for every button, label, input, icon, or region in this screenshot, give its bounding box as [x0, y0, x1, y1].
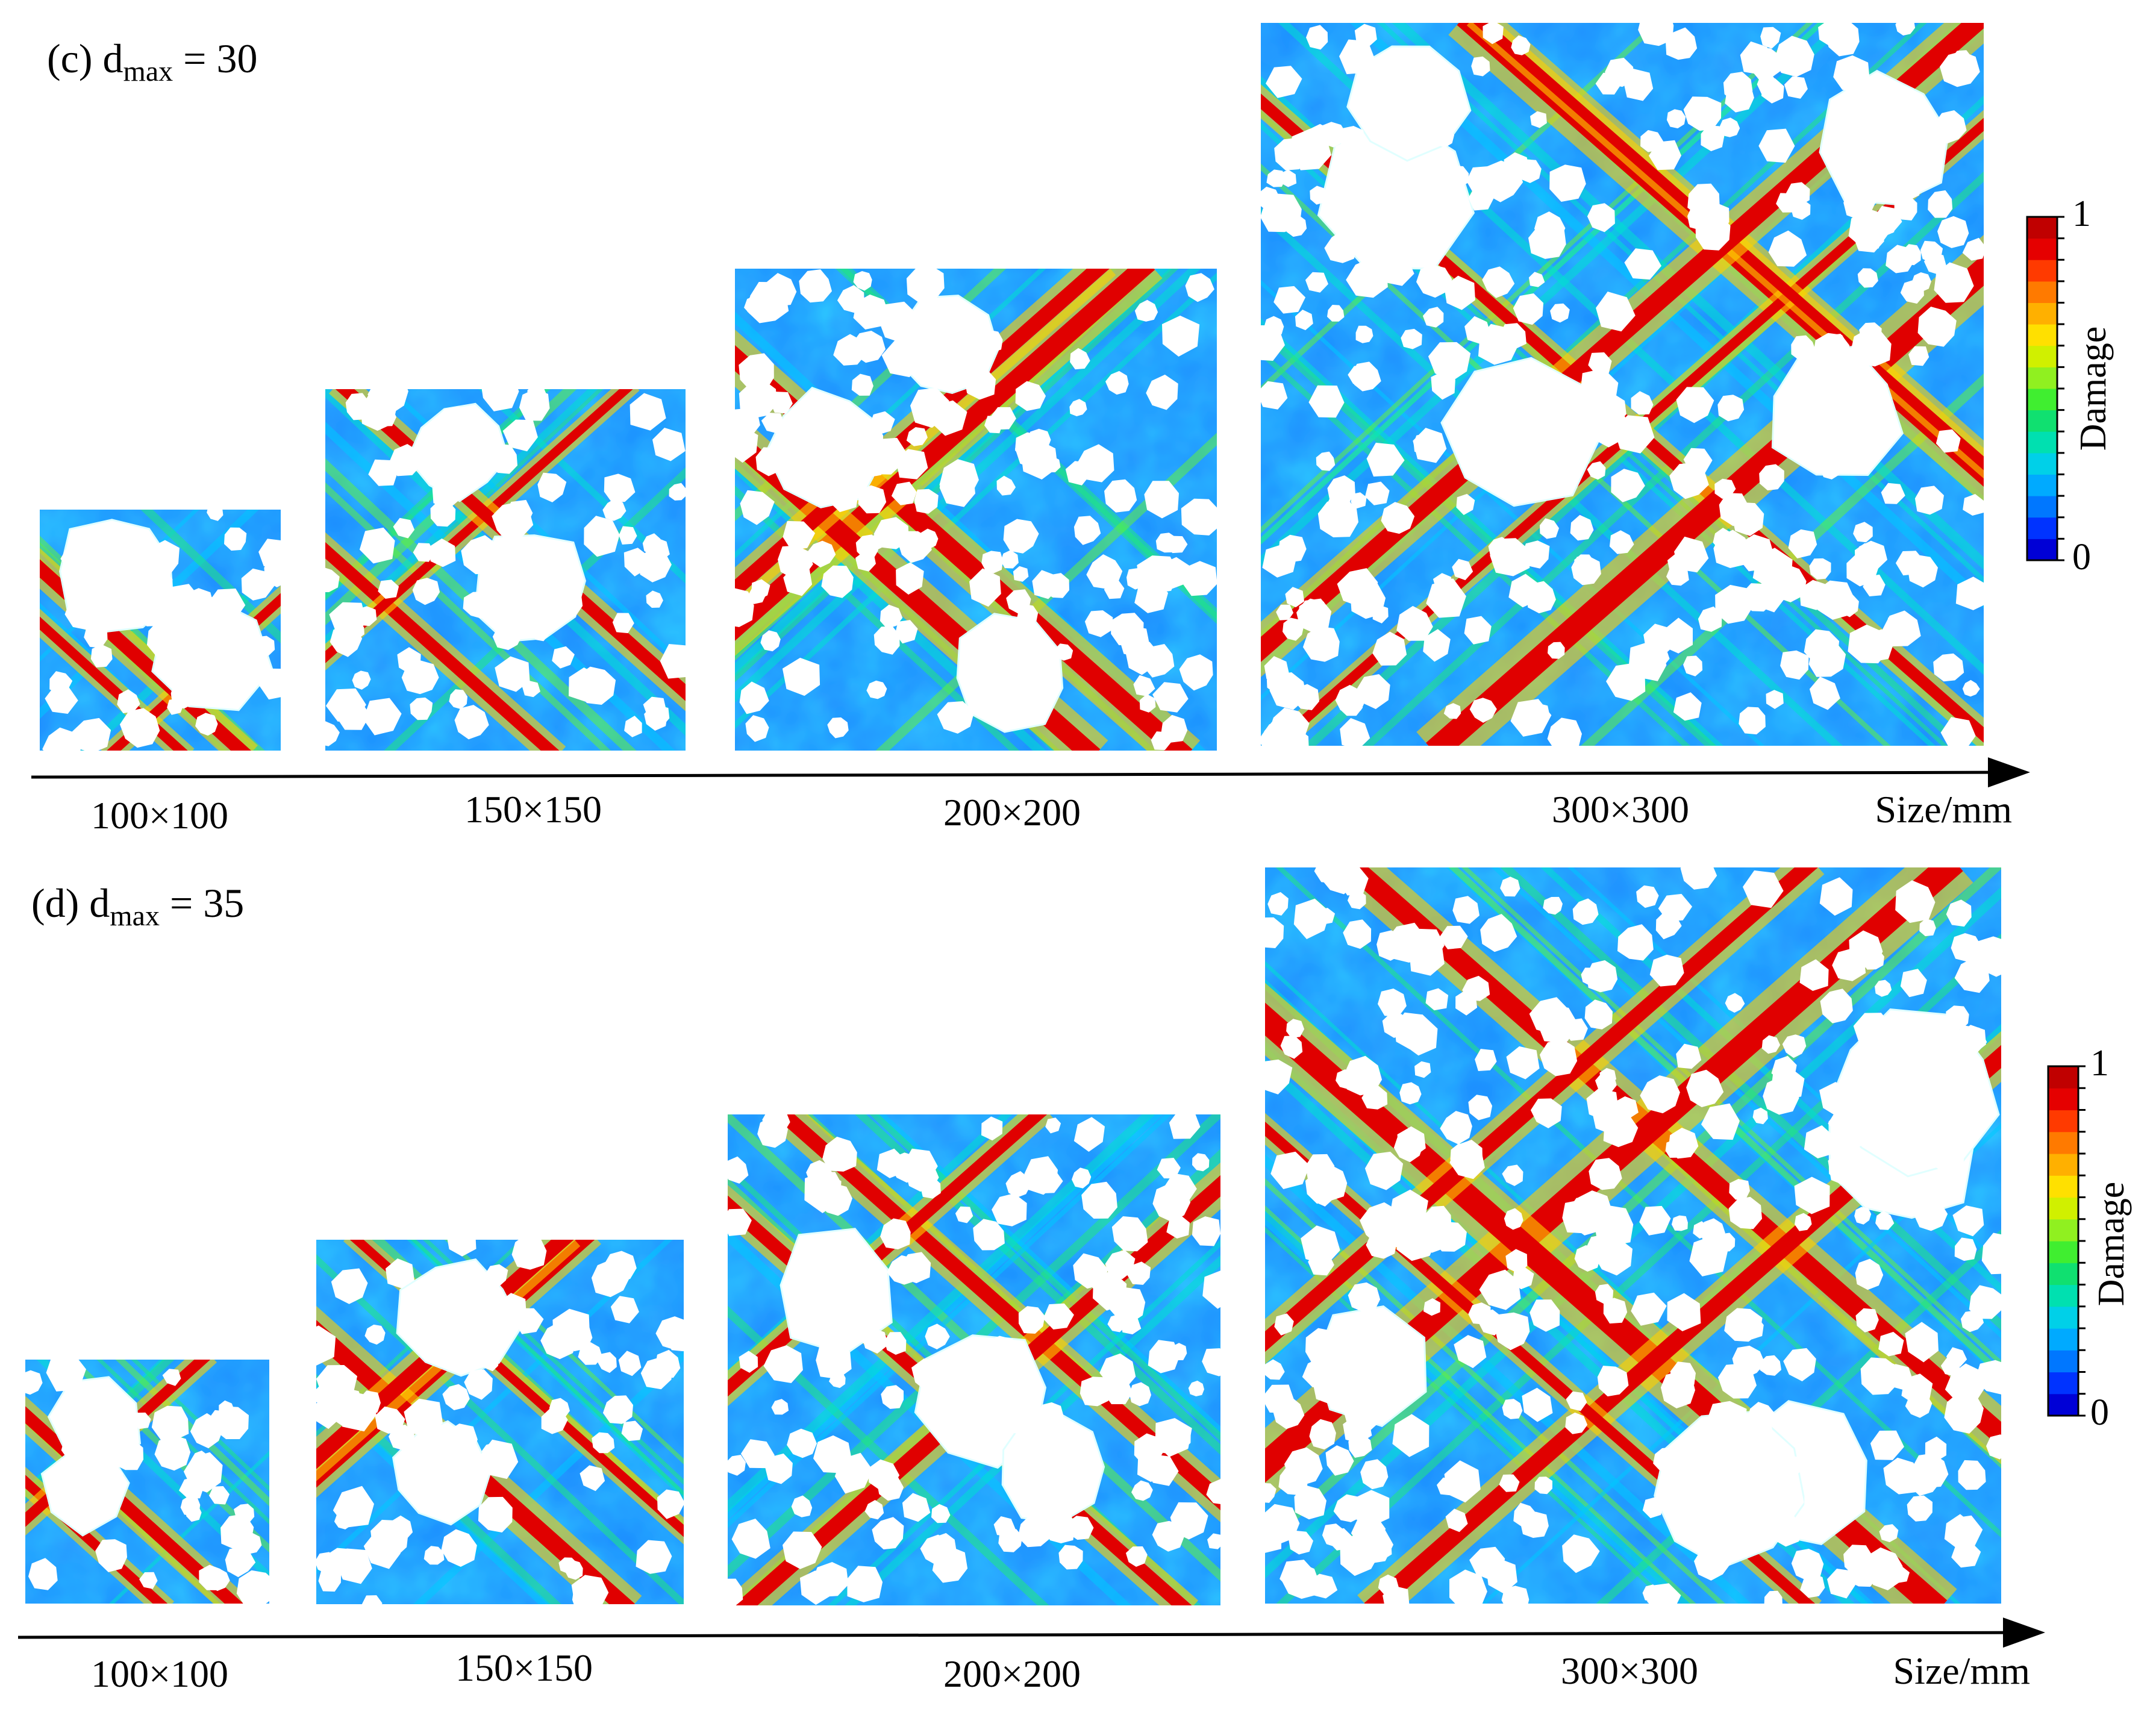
size-label-c-150: 150×150	[464, 788, 602, 831]
size-axis-d	[17, 1617, 2045, 1648]
panel-d-title: (d) dmax = 35	[31, 880, 244, 932]
specimen-d-300-field	[1265, 867, 2001, 1604]
colorbar-c-min-label: 0	[2072, 537, 2091, 578]
colorbar-c: 1 0 Damage	[2026, 193, 2114, 578]
specimen-c-100-field	[40, 510, 281, 751]
specimen-c-150-field	[325, 389, 686, 751]
specimen-c-100	[40, 510, 281, 751]
specimen-d-150	[316, 1240, 684, 1604]
size-label-d-150: 150×150	[455, 1646, 593, 1689]
specimen-d-150-field	[316, 1240, 684, 1604]
specimen-c-300-field	[1261, 23, 1984, 746]
colorbar-c-title: Damage	[2073, 326, 2114, 451]
size-axis-c	[31, 757, 2030, 788]
size-label-d-200: 200×200	[943, 1652, 1081, 1695]
size-label-c-300: 300×300	[1552, 788, 1689, 831]
axis-label-c: Size/mm	[1875, 788, 2012, 831]
specimen-c-150	[325, 389, 686, 751]
specimen-d-200-field	[728, 1114, 1220, 1605]
size-label-c-200: 200×200	[943, 791, 1081, 834]
colorbar-c-max-label: 1	[2072, 193, 2091, 234]
specimen-d-200	[728, 1114, 1220, 1605]
specimen-d-100-field	[25, 1360, 269, 1604]
size-label-d-300: 300×300	[1561, 1649, 1698, 1692]
panel-c-title: (c) dmax = 30	[47, 36, 257, 87]
colorbar-d: 1 0 Damage	[2047, 1043, 2132, 1433]
size-label-d-100: 100×100	[91, 1652, 228, 1695]
colorbar-d-min-label: 0	[2090, 1392, 2109, 1433]
colorbar-d-max-label: 1	[2090, 1043, 2109, 1084]
specimen-c-200	[735, 269, 1217, 751]
specimen-d-100	[25, 1360, 269, 1604]
specimen-c-200-field	[735, 269, 1217, 751]
colorbar-d-title: Damage	[2091, 1182, 2132, 1307]
specimen-c-300	[1261, 23, 1984, 746]
colorbar-c-bands	[2026, 216, 2064, 561]
specimen-d-300	[1265, 867, 2001, 1604]
panel-d: (d) dmax = 35 100×100 150×150 200×200 30…	[17, 867, 2132, 1695]
colorbar-d-bands	[2047, 1065, 2086, 1417]
size-label-c-100: 100×100	[91, 794, 228, 837]
axis-label-d: Size/mm	[1893, 1649, 2030, 1692]
panel-c: (c) dmax = 30 100×100 150×150 200×200 30…	[31, 23, 2114, 837]
